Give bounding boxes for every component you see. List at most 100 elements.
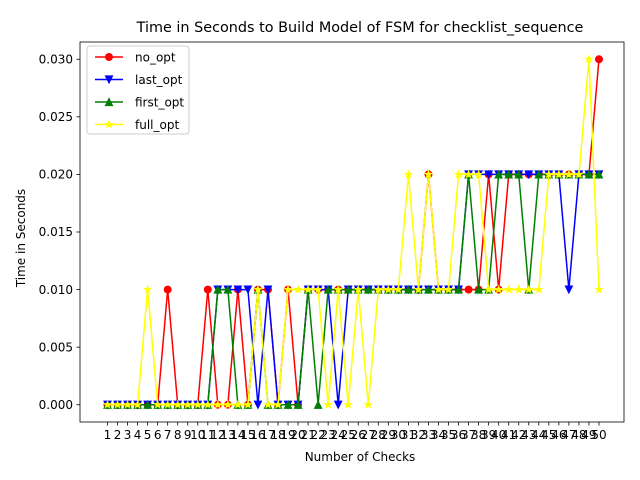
plot-frame [79, 41, 625, 423]
data-point [102, 399, 113, 409]
data-point [243, 285, 253, 295]
data-point [193, 399, 203, 409]
data-point [514, 169, 524, 179]
data-point [323, 284, 333, 294]
data-point [293, 284, 303, 294]
x-tick-label: 40 [491, 428, 506, 442]
x-tick-label: 50 [591, 428, 606, 442]
x-tick-label: 15 [240, 428, 255, 442]
x-tick-label: 7 [164, 428, 172, 442]
data-point [564, 285, 574, 295]
x-tick-label: 26 [351, 428, 366, 442]
data-point [343, 284, 353, 294]
x-tick-label: 17 [260, 428, 275, 442]
x-tick-label: 46 [551, 428, 566, 442]
data-point [524, 170, 534, 180]
data-point [313, 400, 323, 409]
data-point [443, 284, 454, 294]
x-tick-label: 1 [104, 428, 112, 442]
y-tick-label: 0.000 [39, 398, 73, 412]
x-tick-label: 3 [124, 428, 132, 442]
data-point [504, 284, 514, 294]
x-tick-label: 25 [341, 428, 356, 442]
x-tick-label: 29 [381, 428, 396, 442]
data-point [484, 284, 494, 294]
x-tick-label: 35 [441, 428, 456, 442]
data-point [183, 399, 193, 409]
data-point [474, 284, 484, 294]
data-point [584, 54, 594, 64]
x-tick-label: 36 [451, 428, 466, 442]
legend-label: first_opt [135, 96, 184, 110]
legend-box [86, 45, 190, 135]
x-tick-label: 12 [210, 428, 225, 442]
data-point [173, 399, 183, 409]
series-full-opt [102, 54, 604, 409]
legend-item: no_opt [95, 51, 176, 65]
x-tick-label: 32 [411, 428, 426, 442]
data-point [363, 284, 373, 294]
data-point [323, 399, 333, 409]
data-point [454, 284, 463, 294]
data-point [303, 284, 313, 294]
data-point [373, 284, 383, 294]
data-point [104, 119, 114, 129]
y-tick-label: 0.020 [39, 168, 73, 182]
legend-label: no_opt [135, 51, 176, 65]
data-point [594, 169, 604, 179]
x-tick-label: 38 [471, 428, 486, 442]
x-tick-label: 16 [250, 428, 265, 442]
data-point [504, 169, 514, 179]
data-point [584, 169, 594, 179]
x-tick-label: 49 [581, 428, 596, 442]
data-point [253, 400, 263, 410]
x-tick-label: 27 [361, 428, 376, 442]
data-point [494, 169, 504, 179]
legend: no_opt last_opt first_opt full_opt [86, 45, 190, 135]
data-point [163, 399, 173, 409]
x-tick-label: 45 [541, 428, 556, 442]
x-tick-label: 23 [321, 428, 336, 442]
x-tick-label: 30 [391, 428, 406, 442]
data-point [163, 285, 172, 294]
y-tick-label: 0.030 [39, 52, 73, 66]
data-point [213, 284, 223, 294]
data-point [233, 285, 243, 295]
x-tick-label: 31 [401, 428, 416, 442]
x-tick-label: 21 [300, 428, 315, 442]
data-point [393, 284, 403, 294]
data-point [263, 285, 273, 295]
x-tick-label: 11 [200, 428, 215, 442]
x-tick-label: 19 [280, 428, 295, 442]
x-tick-label: 34 [431, 428, 446, 442]
legend-item: first_opt [95, 96, 184, 110]
x-tick-label: 48 [571, 428, 586, 442]
data-point [333, 400, 343, 410]
y-tick-label: 0.015 [39, 225, 73, 239]
x-tick-label: 13 [220, 428, 235, 442]
data-point [223, 399, 233, 409]
x-tick-label: 22 [310, 428, 325, 442]
data-point [153, 399, 163, 409]
data-point [473, 169, 484, 179]
y-tick-label: 0.010 [39, 283, 73, 297]
data-point [253, 284, 263, 294]
x-tick-label: 42 [511, 428, 526, 442]
legend-item: last_opt [95, 73, 183, 87]
legend-label: last_opt [135, 73, 183, 87]
data-point [104, 97, 114, 107]
data-point [534, 284, 544, 294]
data-point [223, 284, 233, 294]
x-tick-label: 37 [461, 428, 476, 442]
data-point [353, 284, 363, 294]
y-tick-label: 0.005 [39, 340, 73, 354]
data-point [143, 400, 153, 409]
x-axis-label: Number of Checks [305, 450, 416, 464]
data-point [293, 400, 303, 409]
data-point [403, 284, 413, 294]
x-tick-label: 9 [184, 428, 192, 442]
legend-item: full_opt [95, 118, 179, 132]
x-tick-label: 33 [421, 428, 436, 442]
data-point [112, 399, 123, 409]
